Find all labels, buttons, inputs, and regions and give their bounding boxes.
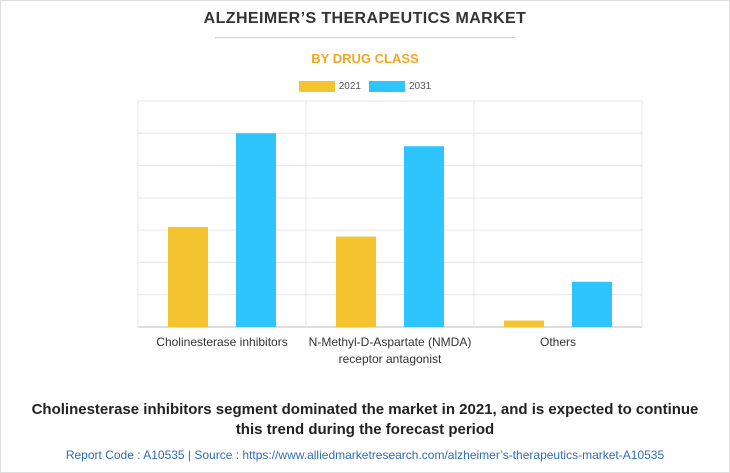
legend-item-2031: 2031: [369, 81, 431, 92]
bar-2021-1: [168, 226, 208, 327]
legend-item-2021: 2021: [298, 81, 361, 92]
x-tick-label: N-Methyl-D-Aspartate (NMDA): [309, 335, 472, 349]
chart-title: ALZHEIMER’S THERAPEUTICS MARKET: [203, 10, 527, 27]
title-divider: [215, 37, 515, 38]
bar-2031-1: [236, 133, 276, 327]
bar-2031-2: [404, 146, 444, 327]
chart-caption: Cholinesterase inhibitors segment domina…: [31, 401, 699, 438]
chart-subtitle: BY DRUG CLASS: [311, 51, 419, 66]
x-tick-label: Cholinesterase inhibitors: [156, 335, 287, 349]
bar-chart: Cholinesterase inhibitors N-Methyl-D-Aspa…: [137, 100, 643, 366]
report-source-footer: Report Code : A10535 | Source : https://…: [65, 448, 665, 462]
bar-2021-3: [504, 320, 544, 327]
bar-2031-3: [572, 281, 612, 327]
legend-swatch-2031: [369, 81, 405, 92]
legend-label-2021: 2021: [338, 81, 361, 92]
x-tick-label: Others: [540, 335, 576, 349]
bar-2021-2: [336, 236, 376, 327]
legend-label-2031: 2031: [409, 81, 432, 92]
x-tick-label: receptor antagonist: [339, 352, 442, 366]
legend-swatch-2021: [298, 81, 335, 92]
chart-legend: 2021 2031: [0, 81, 730, 92]
